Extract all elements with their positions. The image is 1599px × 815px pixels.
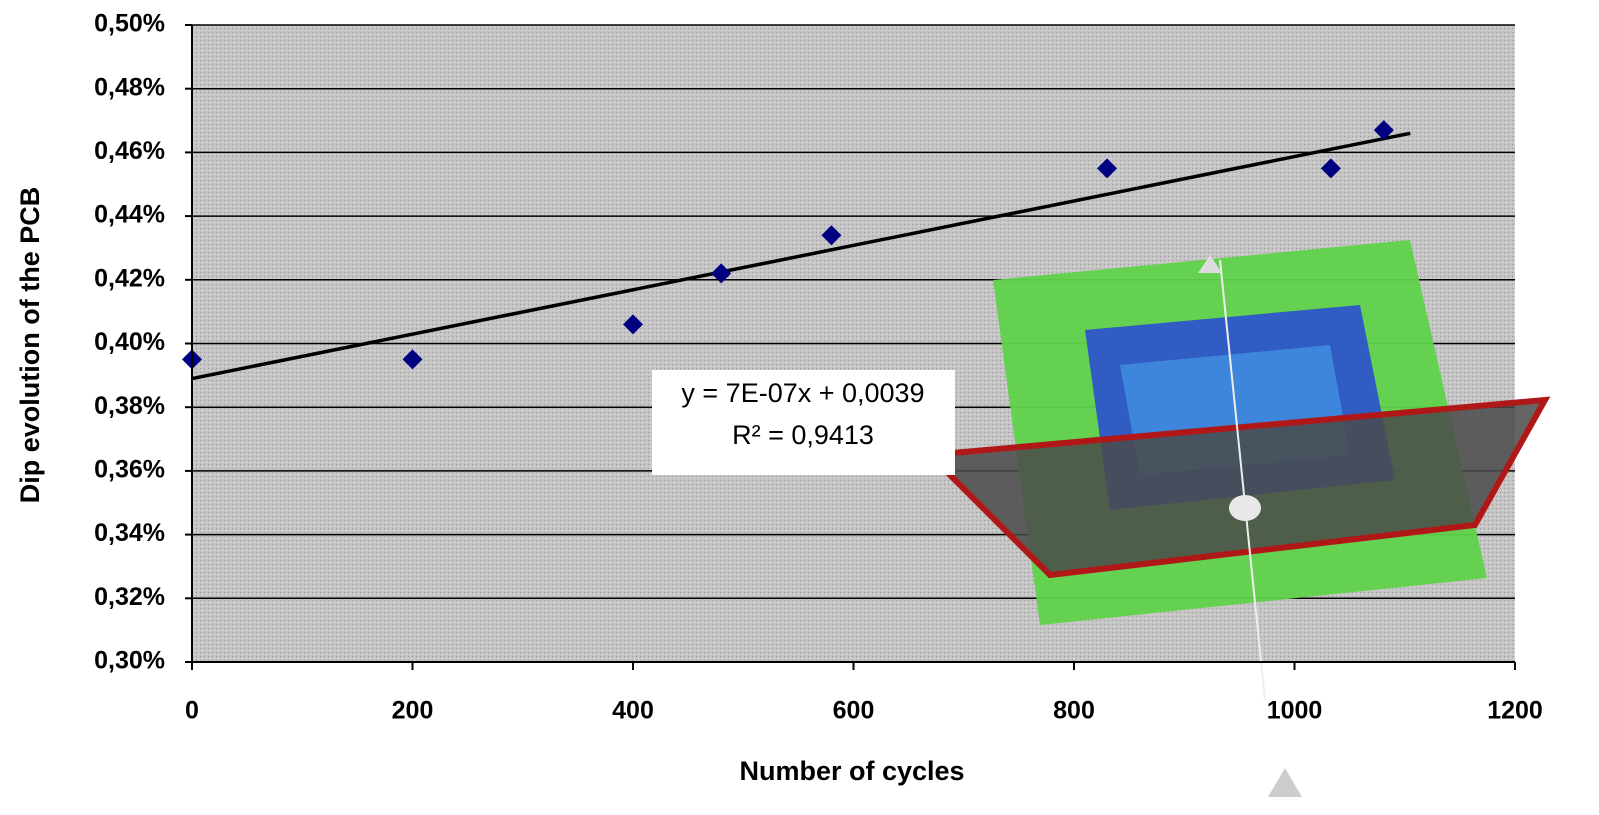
y-tick-label: 0,42% bbox=[94, 264, 165, 292]
x-tick-label: 0 bbox=[185, 697, 199, 725]
x-tick-label: 200 bbox=[392, 697, 434, 725]
y-tick-label: 0,32% bbox=[94, 583, 165, 611]
y-tick-label: 0,40% bbox=[94, 328, 165, 356]
x-tick-label: 1200 bbox=[1487, 697, 1543, 725]
y-tick-label: 0,46% bbox=[94, 137, 165, 165]
y-tick-label: 0,38% bbox=[94, 392, 165, 420]
y-tick-label: 0,30% bbox=[94, 647, 165, 675]
y-tick-label: 0,44% bbox=[94, 201, 165, 229]
x-tick-label: 800 bbox=[1053, 697, 1095, 725]
y-tick-label: 0,50% bbox=[94, 10, 165, 38]
x-tick-label: 1000 bbox=[1267, 697, 1323, 725]
x-tick-label: 400 bbox=[612, 697, 654, 725]
y-tick-label: 0,36% bbox=[94, 456, 165, 484]
equation: y = 7E-07x + 0,0039 bbox=[681, 378, 924, 408]
r-squared: R² = 0,9413 bbox=[732, 420, 874, 450]
x-tick-label: 600 bbox=[833, 697, 875, 725]
y-axis-title: Dip evolution of the PCB bbox=[15, 187, 45, 504]
y-tick-label: 0,48% bbox=[94, 73, 165, 101]
x-axis-title: Number of cycles bbox=[739, 756, 964, 786]
chart: y = 7E-07x + 0,0039 R² = 0,9413 Number o… bbox=[0, 0, 1599, 815]
y-tick-label: 0,34% bbox=[94, 519, 165, 547]
